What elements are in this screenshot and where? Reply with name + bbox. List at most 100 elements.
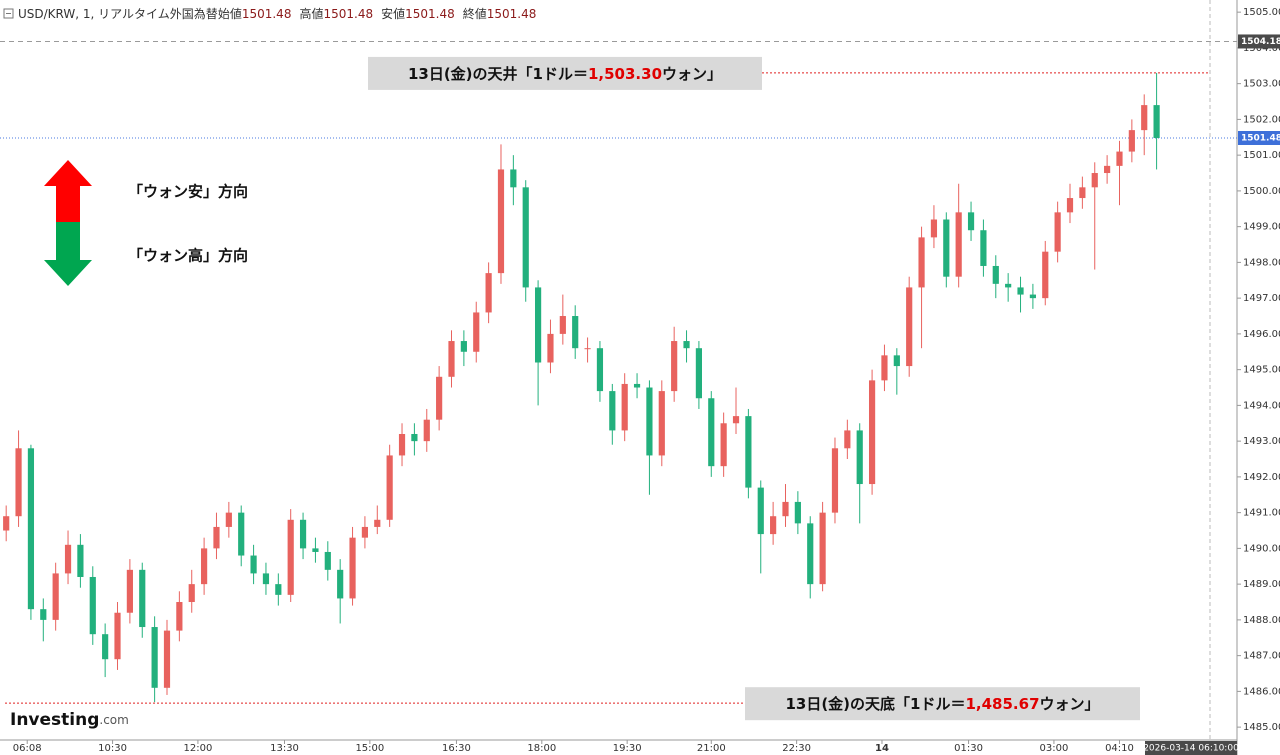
annotation-box — [368, 56, 762, 90]
symbol: USD/KRW, 1, リアルタイム外国為替 — [18, 7, 218, 21]
field-name: 終値 — [463, 6, 487, 21]
candle-body — [1017, 287, 1024, 295]
candle-body — [856, 430, 863, 485]
x-tick-label: 21:00 — [697, 743, 726, 754]
candle-body — [757, 487, 764, 535]
annotation-text: ウォン」 — [662, 64, 722, 82]
candle-body — [139, 569, 146, 628]
y-tick-label: 1495.00 — [1243, 365, 1280, 376]
candle-body — [868, 380, 876, 485]
y-tick-label: 1500.00 — [1243, 186, 1280, 197]
x-tick-label: 01:30 — [954, 743, 983, 754]
candle-body — [596, 348, 604, 392]
candle-body — [1141, 105, 1148, 131]
candle-body — [671, 341, 678, 392]
candle-body — [485, 273, 492, 313]
x-tick-label: 15:00 — [355, 743, 384, 754]
x-tick-label: 13:30 — [270, 743, 299, 754]
candle-body — [572, 316, 579, 349]
candle-body — [918, 237, 925, 288]
y-tick-label: 1503.00 — [1243, 79, 1280, 90]
price-label-box — [1238, 34, 1280, 49]
candle-body — [497, 169, 505, 274]
candle-body — [584, 348, 591, 350]
y-tick-label: 1502.00 — [1243, 114, 1280, 125]
candle-body — [955, 212, 962, 277]
candle-body — [893, 355, 900, 367]
candle-body — [324, 551, 331, 570]
candle-body — [473, 312, 480, 352]
candle-body — [1005, 283, 1012, 288]
watermark: Investing.com — [10, 710, 129, 730]
field-name: 高値 — [299, 6, 323, 21]
candle-body — [114, 612, 121, 660]
candle-body — [609, 391, 616, 431]
candle-body — [1066, 198, 1074, 213]
candle-body — [770, 516, 777, 535]
x-tick-label: 22:30 — [782, 743, 811, 754]
candle-body — [89, 576, 96, 635]
watermark-brand: Investing — [10, 710, 99, 730]
candle-body — [930, 219, 938, 238]
annotation-value: 1,503.30 — [588, 64, 662, 82]
collapse-icon[interactable] — [3, 8, 14, 19]
candle-body — [299, 519, 307, 549]
candle-body — [102, 634, 109, 660]
y-tick-label: 1487.00 — [1243, 651, 1280, 662]
annotation-text: 13日(金)の天井「1ドル＝ — [408, 64, 588, 82]
x-tick-label: 19:30 — [613, 743, 642, 754]
candle-body — [1091, 173, 1098, 188]
y-tick-label: 1496.00 — [1243, 329, 1280, 340]
candle-body — [27, 448, 35, 610]
x-tick-label: 03:00 — [1040, 743, 1069, 754]
arrow-label: 「ウォン高」方向 — [128, 247, 248, 265]
candle-body — [163, 630, 171, 688]
candle-body — [312, 548, 319, 552]
x-tick-label: 14 — [875, 743, 889, 754]
candle-body — [361, 526, 369, 538]
price-label-box — [1238, 130, 1280, 145]
x-tick-label: 16:30 — [442, 743, 471, 754]
candle-body — [522, 187, 529, 288]
candle-body — [510, 169, 517, 188]
candle-body — [819, 512, 826, 585]
candle-body — [732, 416, 740, 424]
candle-body — [386, 455, 393, 520]
candle-body — [967, 212, 975, 231]
candle-body — [262, 573, 270, 585]
field-name: 安値 — [381, 6, 405, 21]
candle-body — [633, 383, 641, 388]
candle-body — [646, 387, 653, 456]
candle-body — [188, 584, 195, 603]
x-tick-label: 12:00 — [184, 743, 213, 754]
candle-body — [374, 519, 381, 527]
field-name: 始値 — [218, 6, 242, 21]
candle-body — [1116, 151, 1123, 166]
annotation-text: 13日(金)の天底「1ドル＝ — [785, 695, 965, 713]
candle-body — [1029, 294, 1036, 299]
x-tick-label: 04:10 — [1105, 743, 1134, 754]
candle-body — [126, 569, 133, 613]
candle-body — [176, 602, 183, 631]
candle-body — [695, 348, 702, 399]
y-tick-label: 1492.00 — [1243, 472, 1280, 483]
price-label: 1501.48 — [1241, 133, 1280, 143]
candle-body — [287, 519, 294, 595]
candle-body — [436, 376, 443, 420]
candle-body — [213, 526, 220, 549]
annotation: 13日(金)の天底「1ドル＝1,485.67ウォン」 — [785, 695, 1099, 713]
candle-body — [238, 512, 245, 556]
field-value: 1501.48 — [487, 7, 537, 21]
annotation-box — [745, 687, 1140, 721]
candle-body — [559, 316, 566, 334]
y-tick-label: 1486.00 — [1243, 686, 1280, 697]
candle-body — [720, 423, 727, 467]
y-tick-label: 1505.00 — [1243, 7, 1280, 18]
candle-body — [15, 448, 22, 517]
field-value: 1501.48 — [323, 7, 373, 21]
y-tick-label: 1485.00 — [1243, 722, 1280, 733]
candle-body — [906, 287, 913, 367]
candle-body — [1042, 251, 1049, 299]
